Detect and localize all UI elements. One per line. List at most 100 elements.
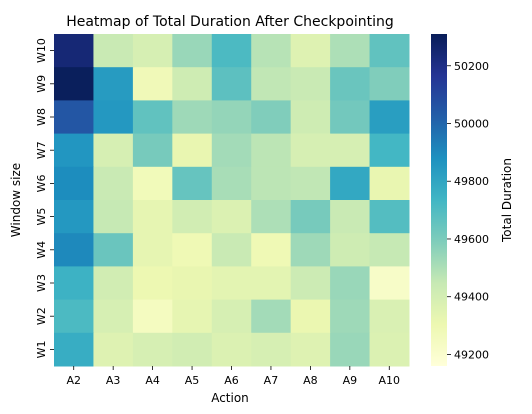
heatmap-cell-W7-A3 xyxy=(93,133,134,168)
x-axis-ticks: A2 A3 A4 A5 A6 A7 A8 A9 A10 xyxy=(66,366,400,387)
heatmap-cell-W2-A10 xyxy=(369,299,410,334)
heatmap-cell-W7-A2 xyxy=(54,133,94,168)
heatmap-cell-W9-A7 xyxy=(251,67,292,101)
y-tick-label: W7 xyxy=(35,141,48,159)
x-tick-label: A4 xyxy=(145,374,160,387)
heatmap-cell-W10-A3 xyxy=(93,34,134,68)
heatmap-cell-W3-A7 xyxy=(251,266,292,301)
y-tick-label: W9 xyxy=(35,75,48,93)
heatmap-cell-W10-A7 xyxy=(251,34,292,68)
heatmap-cell-W8-A7 xyxy=(251,100,292,135)
x-axis-label: Action xyxy=(211,391,249,405)
heatmap-cell-W5-A3 xyxy=(93,200,134,234)
heatmap-cell-W9-A4 xyxy=(132,67,173,101)
x-tick-label: A2 xyxy=(66,374,81,387)
heatmap-cell-W6-A5 xyxy=(172,166,213,201)
heatmap-cell-W8-A6 xyxy=(211,100,252,135)
heatmap-cell-W1-A9 xyxy=(330,332,371,367)
colorbar-tick-label: 50200 xyxy=(454,60,489,73)
heatmap-cell-W10-A6 xyxy=(211,34,252,68)
y-axis-ticks: W10 W9 W8 W7 W6 W5 W4 W3 W2 W1 xyxy=(35,38,54,358)
heatmap-cell-W5-A4 xyxy=(132,200,173,234)
heatmap-cell-W2-A8 xyxy=(290,299,331,334)
heatmap-cell-W5-A5 xyxy=(172,200,213,234)
heatmap-cell-W4-A7 xyxy=(251,233,292,267)
heatmap-cell-W9-A5 xyxy=(172,67,213,101)
heatmap-cell-W5-A2 xyxy=(54,200,94,234)
heatmap-cell-W10-A2 xyxy=(54,34,94,68)
heatmap-cell-W7-A9 xyxy=(330,133,371,168)
heatmap-cell-W2-A4 xyxy=(132,299,173,334)
heatmap-cell-W9-A8 xyxy=(290,67,331,101)
heatmap-cell-W8-A10 xyxy=(369,100,410,135)
heatmap-cell-W6-A9 xyxy=(330,166,371,201)
heatmap-cell-W4-A8 xyxy=(290,233,331,267)
heatmap-cell-W1-A10 xyxy=(369,332,410,367)
heatmap-cell-W6-A2 xyxy=(54,166,94,201)
heatmap-cell-W8-A9 xyxy=(330,100,371,135)
heatmap-cell-W2-A6 xyxy=(211,299,252,334)
heatmap-cell-W1-A3 xyxy=(93,332,134,367)
heatmap-cell-W4-A9 xyxy=(330,233,371,267)
heatmap-cell-W7-A4 xyxy=(132,133,173,168)
heatmap-cell-W6-A4 xyxy=(132,166,173,201)
heatmap-cell-W3-A4 xyxy=(132,266,173,301)
heatmap-cell-W6-A10 xyxy=(369,166,410,201)
y-tick-label: W4 xyxy=(35,241,48,259)
heatmap-cell-W5-A9 xyxy=(330,200,371,234)
colorbar-tick-label: 49800 xyxy=(454,175,489,188)
x-tick-label: A10 xyxy=(379,374,401,387)
colorbar-label: Total Duration xyxy=(500,158,514,243)
heatmap-cell-W5-A8 xyxy=(290,200,331,234)
x-tick-label: A9 xyxy=(343,374,358,387)
heatmap-cell-W4-A3 xyxy=(93,233,134,267)
heatmap-cell-W4-A2 xyxy=(54,233,94,267)
heatmap-cell-W1-A2 xyxy=(54,332,94,367)
heatmap-cell-W10-A10 xyxy=(369,34,410,68)
heatmap-cell-W10-A5 xyxy=(172,34,213,68)
y-tick-label: W6 xyxy=(35,174,48,192)
heatmap-cell-W6-A3 xyxy=(93,166,134,201)
heatmap-cell-W7-A7 xyxy=(251,133,292,168)
y-tick-label: W1 xyxy=(35,340,48,358)
heatmap-cell-W9-A9 xyxy=(330,67,371,101)
heatmap-cell-W5-A10 xyxy=(369,200,410,234)
heatmap-cell-W5-A6 xyxy=(211,200,252,234)
heatmap-cell-W3-A6 xyxy=(211,266,252,301)
heatmap-cell-W3-A9 xyxy=(330,266,371,301)
heatmap-cells xyxy=(54,34,410,367)
heatmap-cell-W6-A7 xyxy=(251,166,292,201)
chart-title: Heatmap of Total Duration After Checkpoi… xyxy=(66,14,394,30)
heatmap-cell-W1-A6 xyxy=(211,332,252,367)
x-tick-label: A5 xyxy=(185,374,200,387)
colorbar-tick-label: 50000 xyxy=(454,117,489,130)
heatmap-cell-W8-A2 xyxy=(54,100,94,135)
heatmap-cell-W9-A10 xyxy=(369,67,410,101)
heatmap-cell-W3-A5 xyxy=(172,266,213,301)
heatmap-cell-W2-A5 xyxy=(172,299,213,334)
colorbar xyxy=(431,34,447,366)
heatmap-cell-W7-A6 xyxy=(211,133,252,168)
heatmap-cell-W4-A10 xyxy=(369,233,410,267)
x-tick-label: A6 xyxy=(224,374,239,387)
heatmap-cell-W5-A7 xyxy=(251,200,292,234)
heatmap-cell-W6-A6 xyxy=(211,166,252,201)
y-tick-label: W3 xyxy=(35,274,48,292)
heatmap-cell-W8-A5 xyxy=(172,100,213,135)
x-tick-label: A3 xyxy=(106,374,121,387)
colorbar-tick-label: 49200 xyxy=(454,348,489,361)
heatmap-cell-W3-A10 xyxy=(369,266,410,301)
colorbar-tick-label: 49600 xyxy=(454,233,489,246)
heatmap-cell-W1-A4 xyxy=(132,332,173,367)
heatmap-cell-W7-A5 xyxy=(172,133,213,168)
heatmap-cell-W3-A2 xyxy=(54,266,94,301)
heatmap-cell-W1-A5 xyxy=(172,332,213,367)
y-tick-label: W2 xyxy=(35,307,48,325)
colorbar-ticks: 49200 49400 49600 49800 50000 50200 xyxy=(447,60,489,361)
heatmap-cell-W10-A4 xyxy=(132,34,173,68)
heatmap-cell-W8-A8 xyxy=(290,100,331,135)
heatmap-cell-W3-A8 xyxy=(290,266,331,301)
colorbar-tick-label: 49400 xyxy=(454,291,489,304)
y-tick-label: W5 xyxy=(35,208,48,226)
